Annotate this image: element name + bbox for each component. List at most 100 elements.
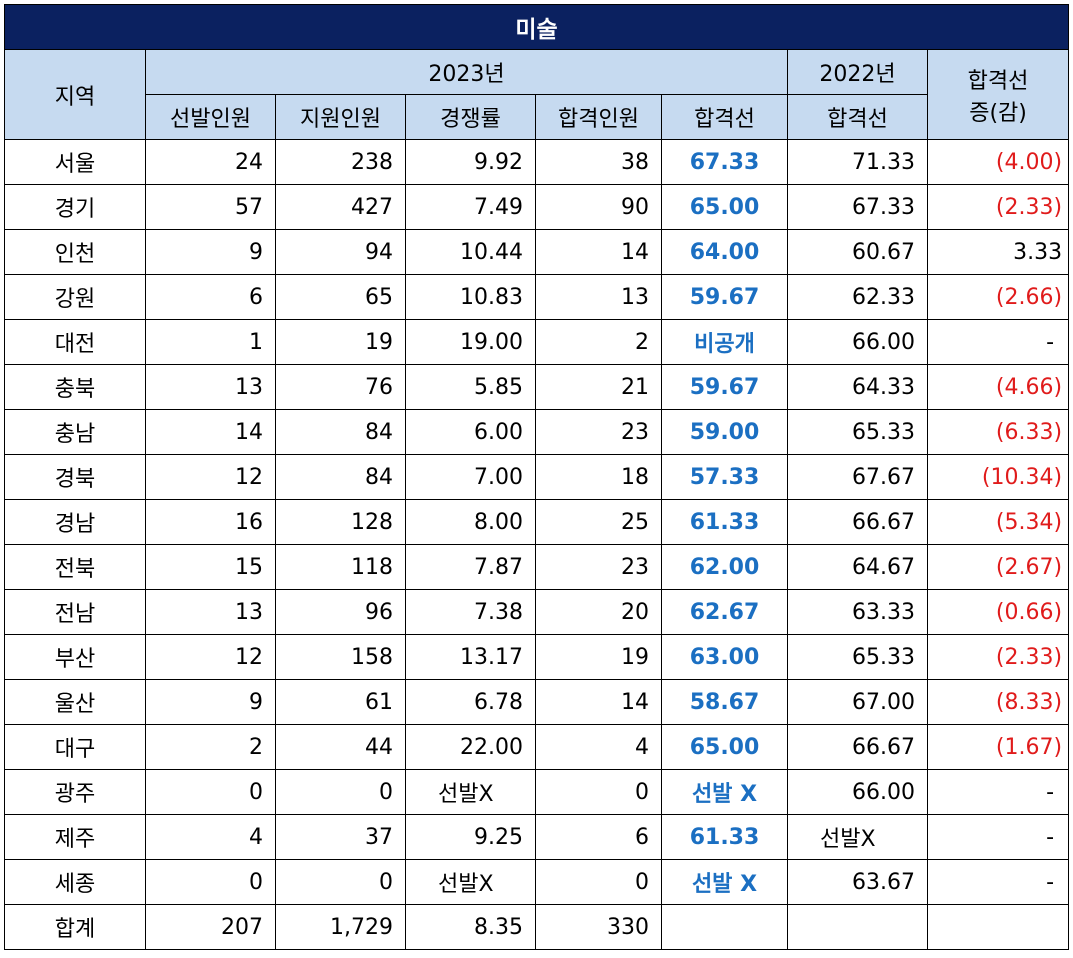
region-cell: 충남	[4, 409, 146, 455]
cutoff-2023-cell: 63.00	[661, 634, 788, 680]
region-cell: 대구	[4, 724, 146, 770]
header-cutoff-2023: 합격선	[661, 94, 788, 140]
cutoff-2022-cell: 선발X	[787, 814, 928, 860]
header-ratio: 경쟁률	[405, 94, 536, 140]
passed-cell: 0	[535, 769, 662, 815]
applied-cell: 0	[275, 859, 406, 905]
applied-cell: 238	[275, 139, 406, 185]
header-applied: 지원인원	[275, 94, 406, 140]
cutoff-2023-cell: 59.67	[661, 364, 788, 410]
region-cell: 경북	[4, 454, 146, 500]
selected-cell: 2	[145, 724, 276, 770]
region-cell: 제주	[4, 814, 146, 860]
cutoff-2022-cell: 66.67	[787, 724, 928, 770]
cutoff-2023-cell: 67.33	[661, 139, 788, 185]
passed-cell: 20	[535, 589, 662, 635]
change-cell: (4.00)	[926, 139, 1070, 185]
passed-cell: 38	[535, 139, 662, 185]
ratio-cell: 13.17	[405, 634, 536, 680]
header-change-line2: 증(감)	[969, 100, 1027, 126]
table-row: 울산 9 61 6.78 14 58.67 67.00 (8.33)	[4, 679, 1070, 725]
passed-cell: 4	[535, 724, 662, 770]
table-row: 충북 13 76 5.85 21 59.67 64.33 (4.66)	[4, 364, 1070, 410]
cutoff-2023-cell: 선발 X	[661, 859, 788, 905]
total-passed-cell: 330	[535, 904, 662, 950]
region-cell: 경남	[4, 499, 146, 545]
change-cell: (2.33)	[926, 634, 1070, 680]
table-row: 대전 1 19 19.00 2 비공개 66.00-	[4, 319, 1070, 365]
applied-cell: 61	[275, 679, 406, 725]
header-year-2022: 2022년	[787, 49, 928, 95]
passed-cell: 13	[535, 274, 662, 320]
table-row: 경기 57 427 7.49 90 65.00 67.33 (2.33)	[4, 184, 1070, 230]
applied-cell: 427	[275, 184, 406, 230]
ratio-cell: 5.85	[405, 364, 536, 410]
table-row: 인천 9 94 10.44 14 64.00 60.67 3.33	[4, 229, 1070, 275]
cutoff-2022-cell: 66.67	[787, 499, 928, 545]
cutoff-2022-cell: 63.67	[787, 859, 928, 905]
ratio-cell: 19.00	[405, 319, 536, 365]
selected-cell: 0	[145, 769, 276, 815]
cutoff-2023-cell: 64.00	[661, 229, 788, 275]
cutoff-2022-cell: 65.33	[787, 409, 928, 455]
cutoff-2022-cell: 67.00	[787, 679, 928, 725]
cutoff-2023-cell: 62.67	[661, 589, 788, 635]
region-cell: 전남	[4, 589, 146, 635]
passed-cell: 25	[535, 499, 662, 545]
cutoff-2022-cell: 67.33	[787, 184, 928, 230]
table-row: 광주 0 0 선발X 0 선발 X 66.00-	[4, 769, 1070, 815]
cutoff-2023-cell: 61.33	[661, 499, 788, 545]
table-title: 미술	[3, 4, 1070, 50]
applied-cell: 118	[275, 544, 406, 590]
ratio-cell: 7.00	[405, 454, 536, 500]
selected-cell: 0	[145, 859, 276, 905]
header-change-line1: 합격선	[967, 68, 1029, 94]
region-cell: 강원	[4, 274, 146, 320]
region-cell: 경기	[4, 184, 146, 230]
change-cell: (2.67)	[926, 544, 1070, 590]
cutoff-2023-cell: 비공개	[661, 319, 788, 365]
table-row: 경북 12 84 7.00 18 57.33 67.67 (10.34)	[4, 454, 1070, 500]
total-label-cell: 합계	[4, 904, 146, 950]
applied-cell: 128	[275, 499, 406, 545]
cutoff-2023-cell: 65.00	[661, 184, 788, 230]
applied-cell: 84	[275, 409, 406, 455]
change-cell: (10.34)	[926, 454, 1070, 500]
cutoff-2022-cell: 63.33	[787, 589, 928, 635]
change-cell: -	[926, 814, 1070, 860]
change-cell: (8.33)	[926, 679, 1070, 725]
cutoff-2022-cell: 66.00	[787, 769, 928, 815]
header-selected: 선발인원	[145, 94, 276, 140]
ratio-cell: 7.49	[405, 184, 536, 230]
cutoff-2023-cell: 59.67	[661, 274, 788, 320]
cutoff-2022-cell: 64.67	[787, 544, 928, 590]
selected-cell: 9	[145, 229, 276, 275]
ratio-cell: 22.00	[405, 724, 536, 770]
passed-cell: 21	[535, 364, 662, 410]
applied-cell: 76	[275, 364, 406, 410]
change-cell: (6.33)	[926, 409, 1070, 455]
table-row: 세종 0 0 선발X 0 선발 X 63.67-	[4, 859, 1070, 905]
applied-cell: 65	[275, 274, 406, 320]
ratio-cell: 6.78	[405, 679, 536, 725]
table-row: 전북 15 118 7.87 23 62.00 64.67 (2.67)	[4, 544, 1070, 590]
cutoff-2022-cell: 64.33	[787, 364, 928, 410]
cutoff-2022-cell: 66.00	[787, 319, 928, 365]
results-table-container: 미술 지역 2023년 2022년 합격선 증(감) 선발인원 지원인원 경쟁률…	[3, 4, 1070, 950]
selected-cell: 12	[145, 454, 276, 500]
change-cell: (2.33)	[926, 184, 1070, 230]
applied-cell: 0	[275, 769, 406, 815]
cutoff-2023-cell: 65.00	[661, 724, 788, 770]
selected-cell: 6	[145, 274, 276, 320]
ratio-cell: 7.87	[405, 544, 536, 590]
selected-cell: 13	[145, 589, 276, 635]
total-ratio-cell: 8.35	[405, 904, 536, 950]
ratio-cell: 선발X	[405, 859, 536, 905]
ratio-cell: 8.00	[405, 499, 536, 545]
header-change: 합격선 증(감)	[926, 49, 1070, 140]
region-cell: 부산	[4, 634, 146, 680]
change-cell: (2.66)	[926, 274, 1070, 320]
table-body: 서울 24 238 9.92 38 67.33 71.33 (4.00) 경기 57 427 7.49…	[4, 139, 1070, 950]
table-row: 경남 16 128 8.00 25 61.33 66.67 (5.34)	[4, 499, 1070, 545]
region-cell: 광주	[4, 769, 146, 815]
